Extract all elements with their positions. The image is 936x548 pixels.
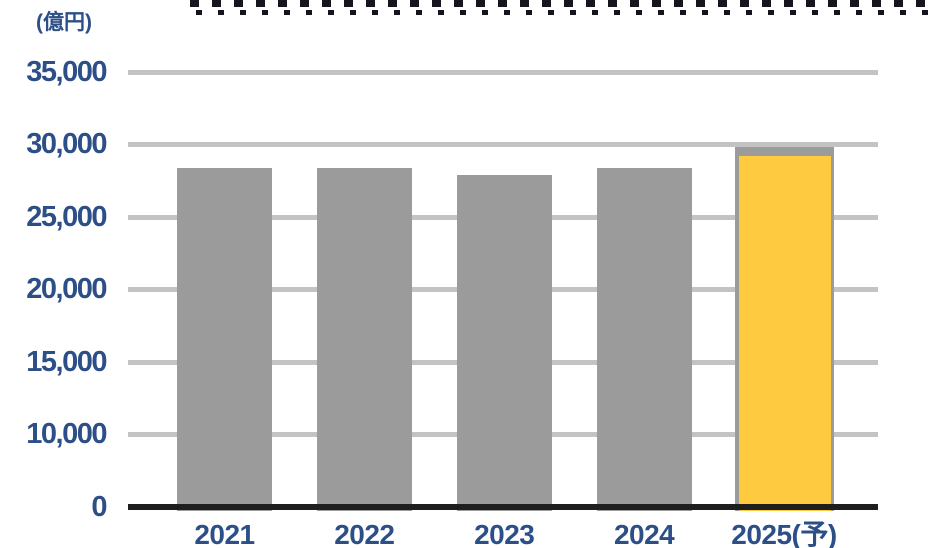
bar-highlight-2025(予) (738, 156, 831, 511)
y-axis-tick-label: 25,000 (26, 200, 107, 233)
y-axis-tick-label: 20,000 (26, 273, 107, 305)
x-axis-label-2023: 2023 (474, 519, 535, 548)
x-axis-baseline (128, 504, 878, 510)
gridline-35000 (128, 69, 878, 75)
gridline-30000 (128, 142, 878, 147)
y-axis-tick-label: 10,000 (26, 418, 107, 450)
y-axis-unit-label: (億円) (36, 11, 92, 34)
clipped-top-dashed-line-2 (196, 10, 936, 15)
x-axis-label-2024: 2024 (613, 519, 675, 548)
bar-gray-2023 (456, 174, 552, 511)
bar-gray-2021 (177, 167, 272, 511)
bar-gray-2022 (316, 167, 412, 511)
bar-gray-2024 (596, 167, 692, 511)
y-axis-tick-label: 35,000 (26, 55, 107, 88)
clipped-top-dashed-line (190, 0, 936, 7)
y-axis-tick-label: 15,000 (26, 345, 107, 378)
x-axis-label-2021: 2021 (194, 519, 255, 548)
x-axis-label-2025(予): 2025(予) (731, 519, 837, 548)
y-axis-tick-label: 0 (91, 490, 107, 523)
y-axis-tick-label: 30,000 (26, 128, 107, 160)
x-axis-label-2022: 2022 (334, 519, 395, 548)
